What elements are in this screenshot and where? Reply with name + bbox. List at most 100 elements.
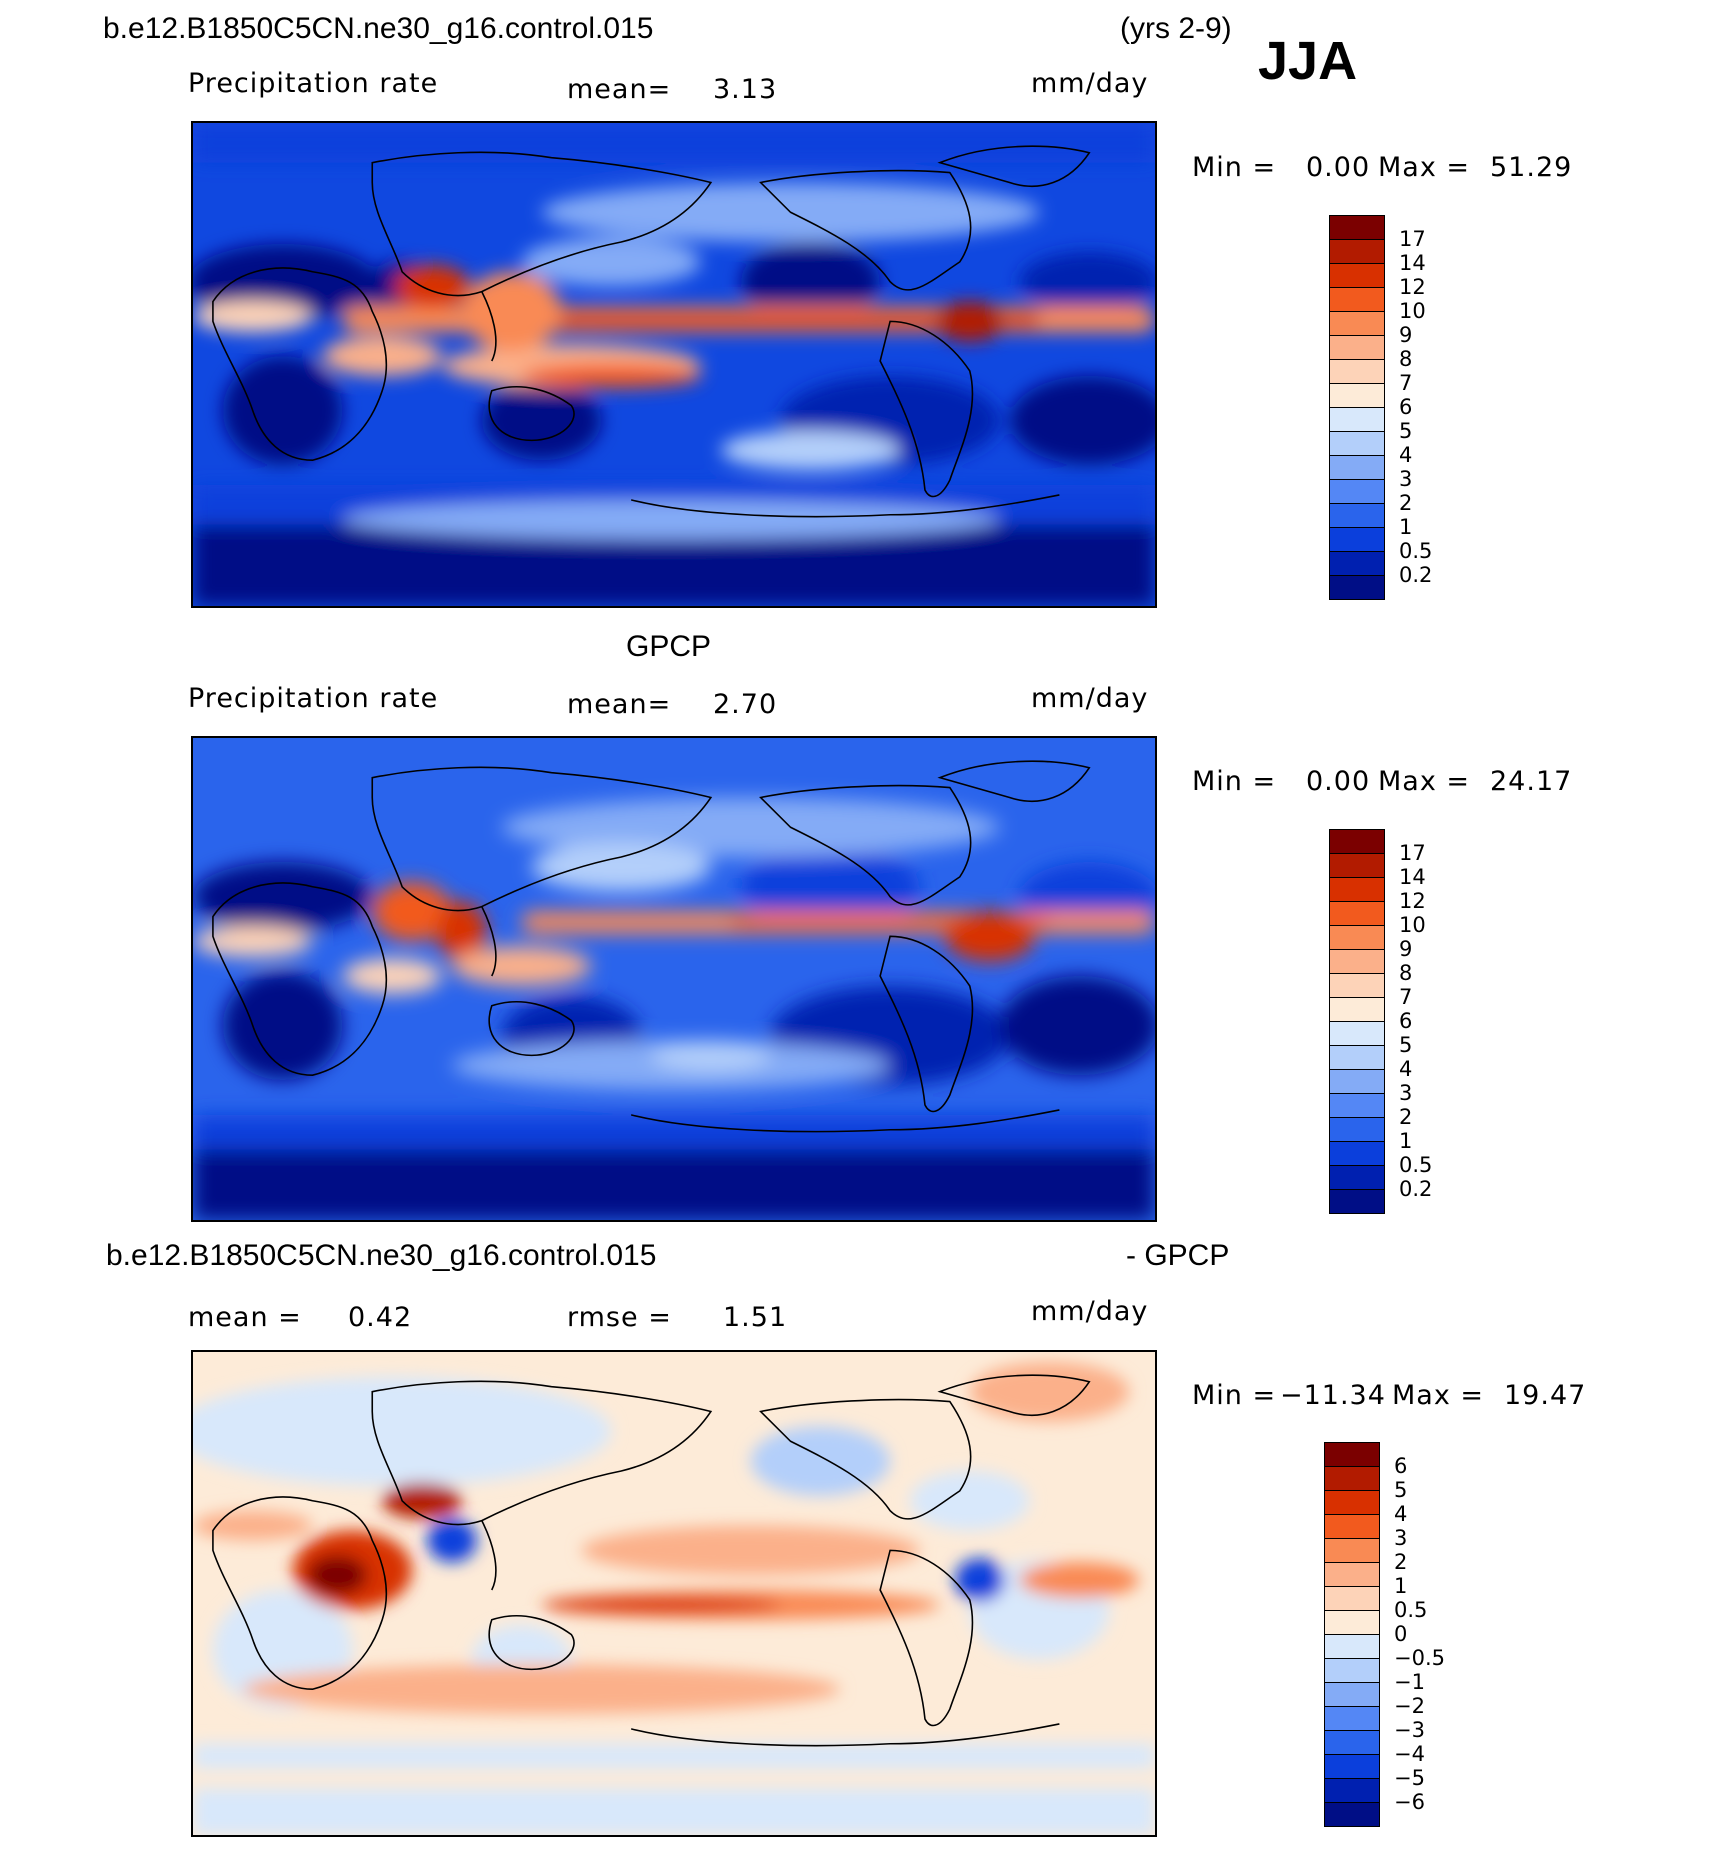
colorbar-label: 5 [1399,419,1413,443]
colorbar-swatch [1329,431,1385,456]
panel2-gpcp-precip-map [191,736,1157,1222]
colorbar-swatch [1324,1586,1380,1611]
panel3-min-value: −11.34 [1280,1380,1386,1411]
panel3-title-left: b.e12.B1850C5CN.ne30_g16.control.015 [106,1239,657,1272]
colorbar-label: 0.2 [1399,563,1433,587]
colorbar-swatch [1329,877,1385,902]
panel1-min-value: 0.00 [1306,152,1371,183]
panel1-map-svg [193,123,1155,606]
colorbar-label: 10 [1399,913,1426,937]
colorbar-swatch [1324,1466,1380,1491]
colorbar-swatch [1329,455,1385,480]
colorbar-swatch [1329,359,1385,384]
colorbar-label: 3 [1399,467,1413,491]
colorbar-swatch [1329,263,1385,288]
panel3-title-right: - GPCP [1126,1239,1230,1272]
colorbar-swatch [1324,1658,1380,1683]
colorbar-swatch [1324,1514,1380,1539]
colorbar-swatch [1329,239,1385,264]
panel2-units: mm/day [1031,683,1149,714]
colorbar-label: 4 [1399,443,1413,467]
panel2-mean-value: 2.70 [713,689,778,720]
colorbar-label: 12 [1399,275,1426,299]
colorbar-swatch [1324,1802,1380,1827]
colorbar-label: 2 [1394,1550,1408,1574]
colorbar-label: 5 [1399,1033,1413,1057]
colorbar-label: 12 [1399,889,1426,913]
colorbar-label: 9 [1399,937,1413,961]
colorbar-swatch [1329,335,1385,360]
panel3-rmse-value: 1.51 [723,1302,788,1333]
colorbar-label: 4 [1399,1057,1413,1081]
colorbar-swatch [1329,551,1385,576]
panel3-map-svg [193,1352,1155,1835]
colorbar-swatch [1324,1442,1380,1467]
colorbar-swatch [1324,1538,1380,1563]
panel2-map-svg [193,738,1155,1220]
colorbar-label: −3 [1394,1718,1425,1742]
colorbar-swatch [1329,527,1385,552]
colorbar-label: −5 [1394,1766,1425,1790]
colorbar-label: 6 [1399,1009,1413,1033]
panel2-mean-label: mean= [567,689,672,720]
panel3-max-label: Max = [1392,1380,1485,1411]
colorbar-swatch [1329,1141,1385,1166]
panel3-colorbar: 6 5 4 3 2 1 0.5 0 −0.5 −1 −2 −3 −4 −5 −6 [1324,1442,1445,1827]
panel3-max-value: 19.47 [1504,1380,1587,1411]
years-label: (yrs 2-9) [1120,12,1232,45]
colorbar-label: −4 [1394,1742,1425,1766]
colorbar-swatch [1324,1634,1380,1659]
colorbar-label: 3 [1394,1526,1408,1550]
colorbar-label: 0.5 [1399,539,1433,563]
panel2-variable: Precipitation rate [188,683,439,714]
colorbar-swatch [1324,1562,1380,1587]
colorbar-swatch [1329,479,1385,504]
colorbar-swatch [1329,1189,1385,1214]
panel2-max-value: 24.17 [1490,766,1573,797]
colorbar-swatch [1329,1093,1385,1118]
panel3-units: mm/day [1031,1296,1149,1327]
panel2-colorbar: 17 14 12 10 9 8 7 6 5 4 3 2 1 0.5 0.2 [1329,829,1432,1214]
panel3-mean-value: 0.42 [348,1302,413,1333]
colorbar-swatch [1329,287,1385,312]
colorbar-swatch [1329,1021,1385,1046]
panel1-max-value: 51.29 [1490,152,1573,183]
panel1-units: mm/day [1031,68,1149,99]
colorbar-label: −6 [1394,1790,1425,1814]
colorbar-swatch [1329,973,1385,998]
colorbar-label: 17 [1399,227,1426,251]
colorbar-label: 6 [1394,1454,1408,1478]
colorbar-label: −0.5 [1394,1646,1445,1670]
colorbar-swatch [1324,1778,1380,1803]
colorbar-swatch [1329,1045,1385,1070]
colorbar-swatch [1324,1610,1380,1635]
colorbar-swatch [1329,575,1385,600]
colorbar-swatch [1329,407,1385,432]
colorbar-label: 14 [1399,865,1426,889]
colorbar-label: −1 [1394,1670,1425,1694]
colorbar-label: 10 [1399,299,1426,323]
colorbar-label: 7 [1399,371,1413,395]
colorbar-swatch [1329,853,1385,878]
colorbar-label: −2 [1394,1694,1425,1718]
colorbar-swatch [1329,311,1385,336]
panel1-mean-label: mean= [567,74,672,105]
panel2-min-value: 0.00 [1306,766,1371,797]
panel3-rmse-label: rmse = [567,1302,672,1333]
colorbar-swatch [1324,1682,1380,1707]
colorbar-label: 17 [1399,841,1426,865]
colorbar-label: 0.5 [1394,1598,1428,1622]
colorbar-swatch [1329,997,1385,1022]
colorbar-swatch [1329,901,1385,926]
colorbar-label: 2 [1399,491,1413,515]
panel2-title: GPCP [626,630,712,663]
colorbar-label: 0 [1394,1622,1408,1646]
panel1-model-precip-map [191,121,1157,608]
panel1-max-label: Max = [1378,152,1471,183]
colorbar-label: 9 [1399,323,1413,347]
season-label: JJA [1258,31,1358,91]
colorbar-label: 4 [1394,1502,1408,1526]
panel3-min-label: Min = [1192,1380,1277,1411]
colorbar-swatch [1329,925,1385,950]
colorbar-swatch [1324,1490,1380,1515]
